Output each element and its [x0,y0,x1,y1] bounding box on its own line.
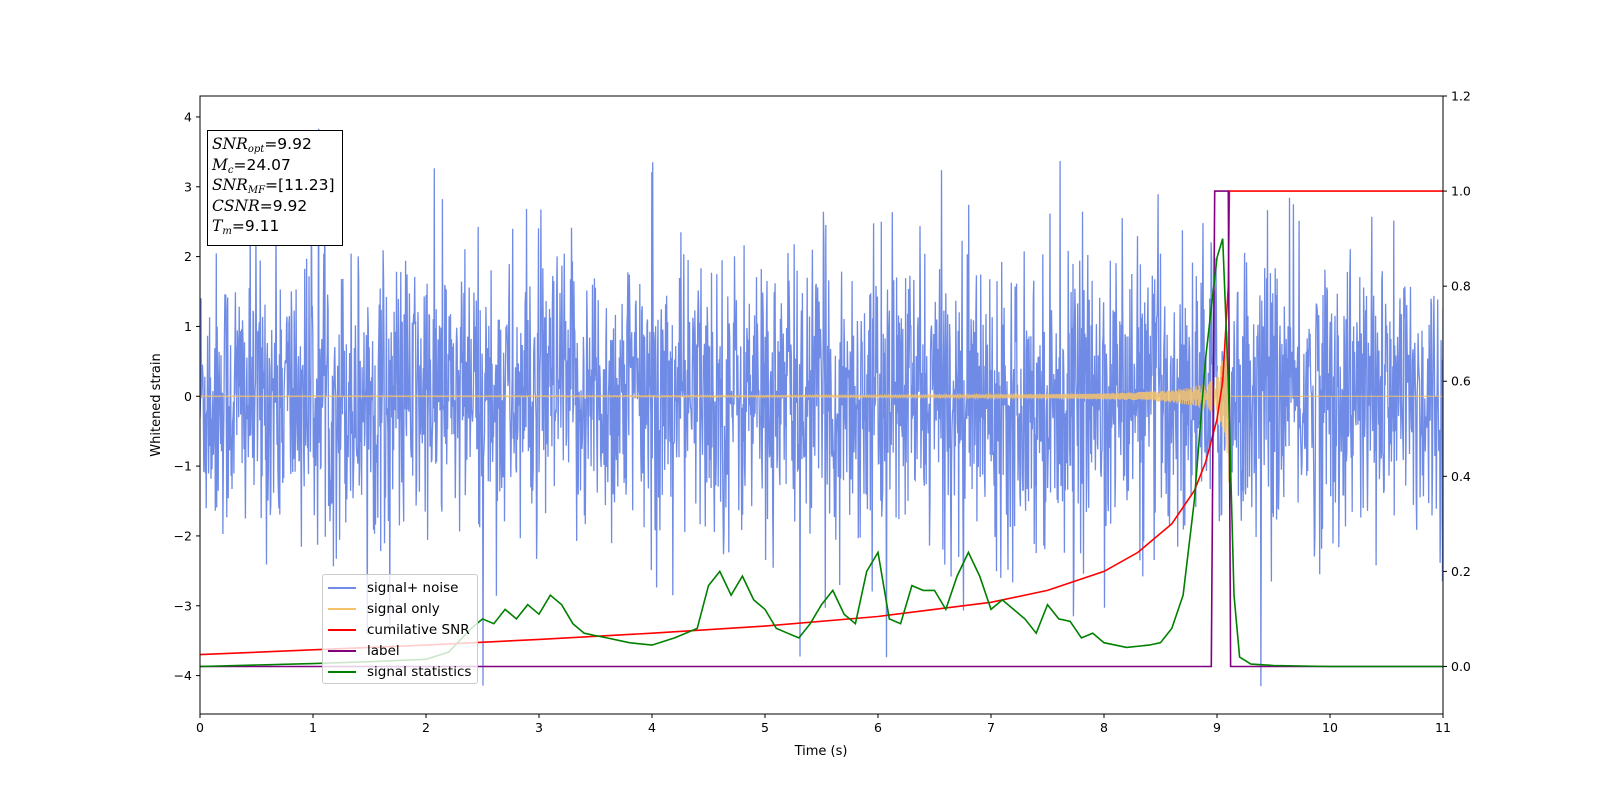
y-tick-label-right: 1.0 [1451,184,1471,199]
mc-symbol: M [212,155,228,174]
tm-value: =9.11 [231,217,280,235]
series-label [200,190,1443,668]
series-cumulative-snr [200,190,1443,656]
legend-item-signal-statistics: signal statistics [323,661,477,682]
legend-item-signal-only: signal only [323,599,477,620]
legend-label: label [367,642,400,659]
legend-label: cumilative SNR [367,621,470,638]
axes: 0 1 2 3 4 5 6 7 8 9 10 11 −4 −3 −2 −1 0 1 2 3 4 0.0 0.2 0.4 0.6 0… [174,89,1471,736]
tm-subscript: m [222,226,232,237]
y-tick-label-left: 1 [184,319,192,334]
legend: signal+ noise signal only cumilative SNR… [322,574,478,684]
x-tick-label: 0 [196,720,204,735]
snr-opt-value: =9.92 [264,135,312,153]
x-tick-label: 1 [309,720,317,735]
mc-line: Mc=24.07 [212,155,342,176]
snr-opt-line: SNRopt=9.92 [212,134,342,155]
y-tick-label-left: 0 [184,389,192,404]
y-tick-label-left: 4 [184,109,192,124]
y-tick-label-right: 1.2 [1451,89,1471,104]
snr-mf-subscript: MF [247,185,266,196]
y-tick-label-left: −1 [174,459,192,474]
y-tick-label-right: 0.6 [1451,374,1471,389]
y-tick-label-left: 3 [184,179,192,194]
series-signal-statistics [200,238,1443,668]
series-signal-only [200,331,1443,483]
x-tick-label: 6 [874,720,882,735]
y-tick-label-right: 0.0 [1451,659,1471,674]
x-tick-label: 10 [1322,720,1338,735]
legend-swatch [328,628,356,631]
snr-mf-symbol: SNR [212,176,248,194]
info-box: SNRopt=9.92 Mc=24.07 SNRMF=[11.23] CSNR=… [207,130,343,246]
csnr-value: =9.92 [259,196,308,215]
csnr-line: CSNR=9.92 [212,196,342,217]
legend-swatch [328,587,356,590]
snr-opt-subscript: opt [247,144,265,155]
legend-item-label: label [323,640,477,661]
snr-opt-symbol: SNR [212,135,248,153]
mc-value: =24.07 [233,155,291,174]
x-tick-label: 4 [648,720,656,735]
y-tick-label-right: 0.8 [1451,279,1471,294]
y-tick-label-right: 0.4 [1451,469,1471,484]
legend-swatch [328,670,356,673]
x-tick-label: 5 [761,720,769,735]
y-tick-label-left: 2 [184,249,192,264]
y-tick-label-left: −4 [174,668,192,683]
legend-label: signal+ noise [367,580,459,597]
y-axis-label: Whitened strain [149,353,164,456]
legend-swatch [328,649,356,652]
y-tick-label-right: 0.2 [1451,564,1471,579]
x-tick-label: 9 [1213,720,1221,735]
snr-mf-value: =[11.23] [265,176,335,194]
x-tick-label: 8 [1100,720,1108,735]
series-signal-noise [200,128,1443,687]
csnr-symbol: CSNR [212,196,260,215]
x-axis-label: Time (s) [794,744,848,759]
x-tick-label: 2 [422,720,430,735]
x-tick-label: 11 [1435,720,1451,735]
y-tick-label-left: −2 [174,528,192,543]
tm-symbol: T [212,217,223,235]
tm-line: Tm=9.11 [212,216,342,237]
mc-subscript: c [227,164,234,176]
x-tick-label: 3 [535,720,543,735]
legend-label: signal only [367,601,440,618]
legend-item-cumulative-snr: cumilative SNR [323,620,477,641]
legend-label: signal statistics [367,663,472,680]
plot-area [200,128,1443,687]
snr-mf-line: SNRMF=[11.23] [212,175,342,196]
plot-frame [199,95,1444,715]
legend-swatch [328,608,356,611]
x-tick-label: 7 [987,720,995,735]
legend-item-signal-noise: signal+ noise [323,578,477,599]
y-tick-label-left: −3 [174,598,192,613]
